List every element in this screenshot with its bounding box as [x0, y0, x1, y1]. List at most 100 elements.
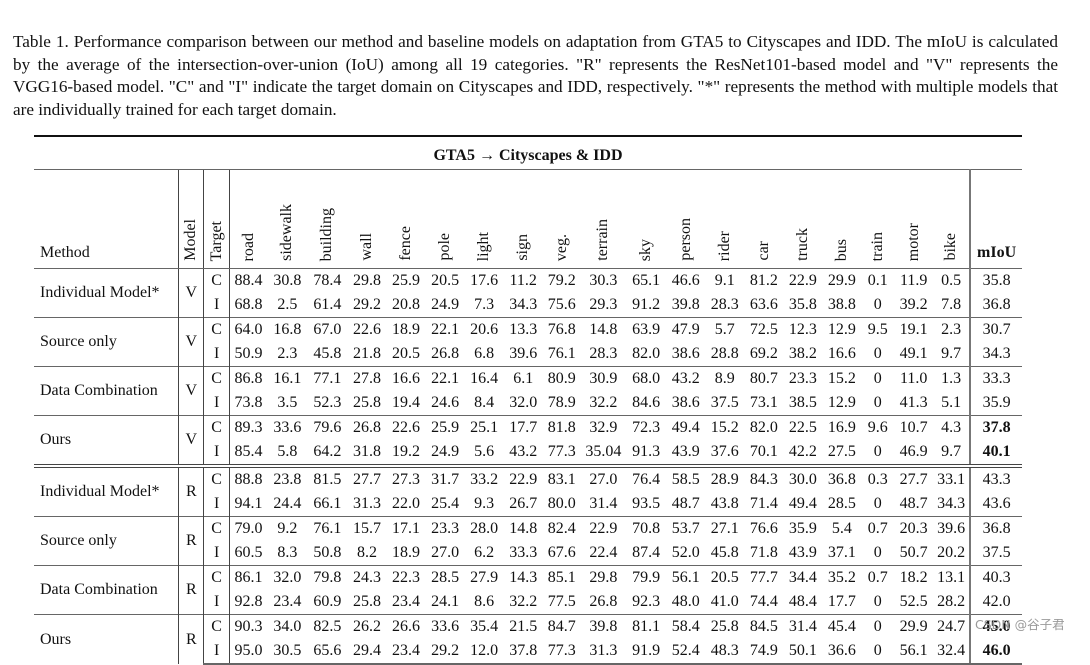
value-cell: 37.8 — [503, 639, 543, 665]
value-cell: 0 — [873, 345, 882, 362]
value-cell: 91.9 — [626, 639, 667, 665]
value-cell: 12.9 — [827, 394, 856, 411]
value-cell: 35.04 — [585, 443, 622, 460]
value-cell: 32.2 — [509, 593, 538, 610]
value-cell: 14.3 — [503, 565, 543, 590]
value-cell: 9.7 — [941, 345, 962, 362]
value-cell: 5.4 — [822, 516, 862, 541]
value-cell: 68.0 — [626, 366, 667, 391]
value-cell: 0 — [873, 443, 882, 460]
value-cell: 17.6 — [470, 272, 499, 289]
header-class-veg: veg. — [542, 169, 581, 269]
value-cell: 0 — [873, 544, 882, 561]
value-cell: 42.2 — [788, 443, 817, 460]
value-cell: 48.3 — [705, 639, 745, 665]
value-cell: 23.8 — [267, 464, 308, 492]
value-cell: 92.8 — [234, 593, 263, 610]
value-cell: 20.5 — [705, 565, 745, 590]
value-cell: 86.8 — [229, 366, 268, 391]
value-cell: 16.6 — [827, 345, 856, 362]
value-cell: 0 — [873, 495, 882, 512]
value-cell: 76.8 — [542, 317, 581, 342]
value-cell: 0.5 — [941, 272, 962, 289]
value-cell: 79.2 — [547, 272, 576, 289]
value-cell: 77.3 — [547, 443, 576, 460]
value-cell: 28.0 — [464, 516, 504, 541]
value-cell: 92.3 — [632, 593, 661, 610]
method-cell: Ours — [34, 415, 180, 466]
value-cell: 39.2 — [899, 296, 928, 313]
header-model: Model — [178, 169, 205, 269]
target-cell: I — [203, 590, 230, 615]
value-cell: 43.8 — [710, 495, 739, 512]
table-row: I 92.8 23.4 60.9 25.8 23.4 24.1 8.6 32.2 77.5 26.8… — [34, 590, 1022, 615]
value-cell: 2.3 — [933, 317, 971, 342]
table-row: I 50.9 2.3 45.8 21.8 20.5 26.8 6.8 39.6 76.1 28.3 8… — [34, 342, 1022, 367]
header-class-bike: bike — [933, 169, 971, 269]
value-cell: 30.0 — [783, 464, 823, 492]
value-cell: 30.5 — [267, 639, 308, 665]
value-cell: 82.0 — [744, 415, 784, 440]
value-cell: 38.8 — [827, 296, 856, 313]
value-cell: 33.3 — [509, 544, 538, 561]
value-cell: 84.6 — [632, 394, 661, 411]
value-cell: 22.1 — [425, 317, 465, 342]
value-cell: 9.3 — [474, 495, 495, 512]
target-cell: C — [203, 565, 230, 590]
table-row: I 68.8 2.5 61.4 29.2 20.8 24.9 7.3 34.3 75.6 29.3 9… — [34, 293, 1022, 318]
value-cell: 22.6 — [347, 317, 387, 342]
table-row: Ours V C 89.3 33.6 79.6 26.8 22.6 25.9 25.1 17.7 81… — [34, 415, 1022, 466]
value-cell: 0.7 — [861, 565, 895, 590]
value-cell: 88.8 — [229, 464, 268, 492]
value-cell: 22.3 — [386, 565, 426, 590]
table-row: Data Combination R C 86.1 32.0 79.8 24.3 22.3 28… — [34, 565, 1022, 615]
value-cell: 95.0 — [229, 639, 268, 665]
value-cell: 48.4 — [788, 593, 817, 610]
method-cell: Data Combination — [34, 366, 180, 416]
value-cell: 12.3 — [783, 317, 823, 342]
value-cell: 63.6 — [749, 296, 778, 313]
value-cell: 29.3 — [589, 296, 618, 313]
value-cell: 7.3 — [474, 296, 495, 313]
value-cell: 28.3 — [710, 296, 739, 313]
value-cell: 22.5 — [783, 415, 823, 440]
value-cell: 16.6 — [386, 366, 426, 391]
value-cell: 86.1 — [229, 565, 268, 590]
value-cell: 65.6 — [307, 639, 348, 665]
value-cell: 76.4 — [626, 464, 667, 492]
value-cell: 23.3 — [425, 516, 465, 541]
value-cell: 52.0 — [671, 544, 700, 561]
model-cell: V — [178, 415, 205, 466]
table-title: GTA5 → Cityscapes & IDD — [34, 143, 1022, 170]
value-cell: 22.9 — [580, 516, 627, 541]
value-cell: 15.2 — [705, 415, 745, 440]
value-cell: 10.7 — [894, 415, 934, 440]
value-cell: 22.0 — [392, 495, 421, 512]
value-cell: 77.5 — [547, 593, 576, 610]
value-cell: 66.1 — [313, 495, 342, 512]
value-cell: 11.2 — [509, 272, 537, 289]
value-cell: 16.8 — [267, 317, 308, 342]
value-cell: 82.0 — [632, 345, 661, 362]
value-cell: 49.1 — [899, 345, 928, 362]
value-cell: 35.2 — [822, 565, 862, 590]
value-cell: 26.7 — [509, 495, 538, 512]
value-cell: 17.1 — [386, 516, 426, 541]
value-cell: 17.7 — [827, 593, 856, 610]
value-cell: 81.5 — [307, 464, 348, 492]
value-cell: 65.1 — [632, 272, 661, 289]
table-row: I 85.4 5.8 64.2 31.8 19.2 24.9 5.6 43.2 77.3 35.04… — [34, 440, 1022, 466]
value-cell: 5.1 — [941, 394, 962, 411]
miou-cell: 43.3 — [969, 464, 1022, 492]
value-cell: 31.4 — [589, 495, 618, 512]
value-cell: 46.6 — [671, 272, 700, 289]
target-cell: C — [203, 614, 230, 639]
value-cell: 12.0 — [464, 639, 504, 665]
target-cell: C — [203, 366, 230, 391]
value-cell: 38.6 — [671, 345, 700, 362]
model-cell: V — [178, 268, 205, 318]
value-cell: 27.7 — [894, 464, 934, 492]
value-cell: 24.6 — [431, 394, 460, 411]
value-cell: 68.8 — [234, 296, 263, 313]
value-cell: 25.8 — [705, 614, 745, 639]
